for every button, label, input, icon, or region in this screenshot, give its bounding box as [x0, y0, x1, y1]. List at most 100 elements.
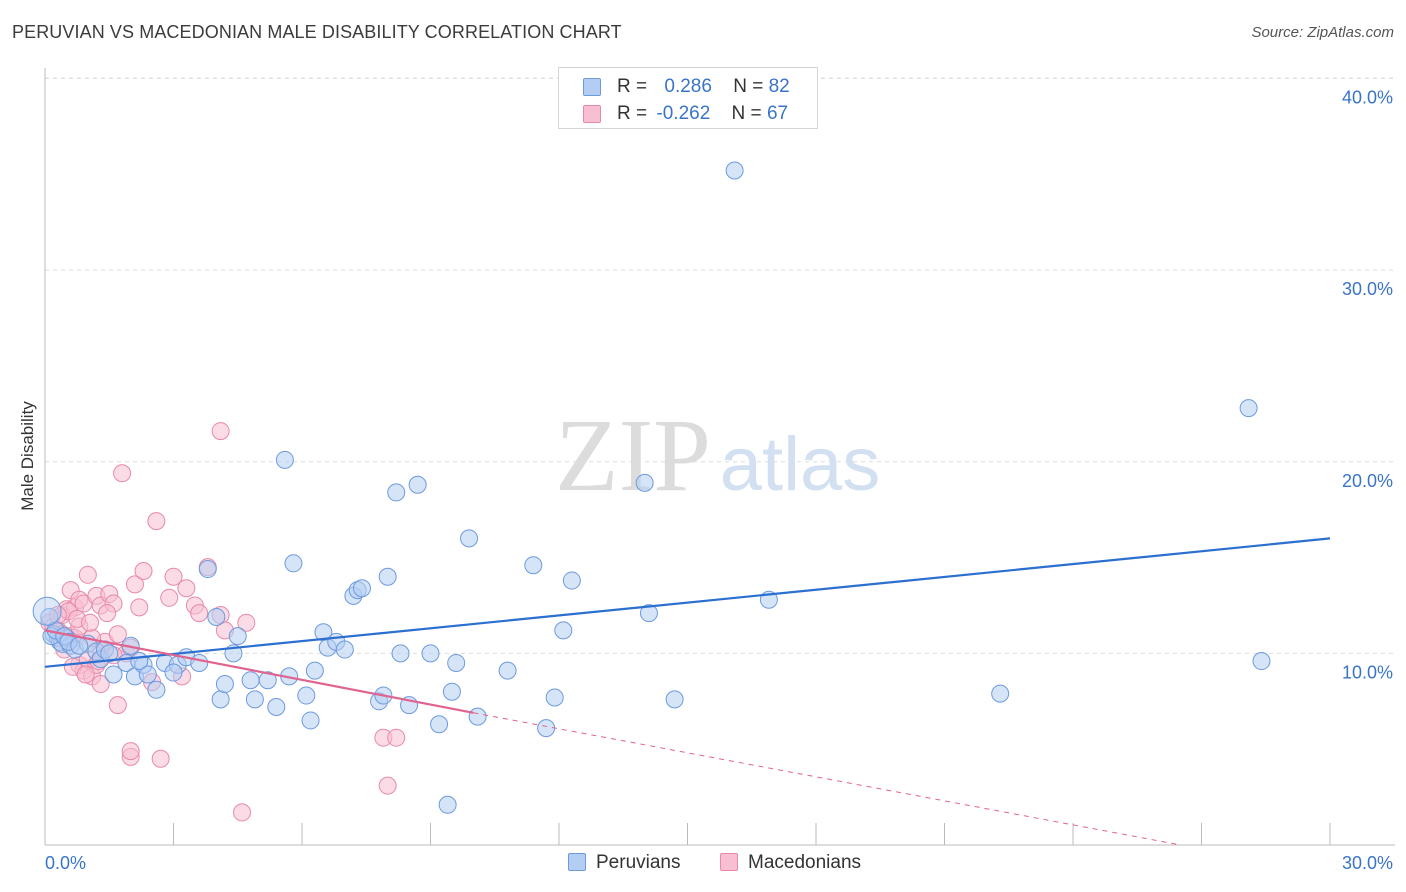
peruvians-point — [387, 483, 406, 502]
correlation-legend: R = 0.286 N = 82 R = -0.262 N = 67 — [558, 67, 818, 129]
peruvians-point — [378, 567, 397, 586]
x-tick-label-end: 30.0% — [1342, 853, 1393, 873]
legend-item-macedonians[interactable]: Macedonians — [720, 852, 861, 874]
legend-swatch-peruvians — [583, 78, 601, 96]
macedonians-point — [78, 565, 97, 584]
macedonians-point — [134, 561, 153, 580]
peruvians-point — [460, 529, 479, 548]
y-tick-label: 10.0% — [1342, 662, 1393, 682]
macedonians-point — [130, 598, 149, 617]
peruvians-point — [164, 663, 183, 682]
peruvians-point — [635, 473, 654, 492]
peruvians-point — [468, 707, 487, 726]
peruvians-point — [275, 450, 294, 469]
peruvians-point — [190, 653, 209, 672]
axes — [44, 68, 1395, 846]
peruvians-point — [498, 661, 517, 680]
y-tick-label: 20.0% — [1342, 471, 1393, 491]
legend-r-label: R = — [617, 103, 648, 124]
watermark-zip: ZIP — [555, 398, 711, 513]
macedonians-trend-extension — [473, 712, 1181, 846]
legend-swatch-macedonians — [583, 105, 601, 123]
macedonians-point — [177, 579, 196, 598]
legend-r-value-macedonians: -0.262 — [656, 103, 711, 124]
gridlines — [45, 77, 1395, 654]
peruvians-point — [352, 579, 371, 598]
peruvians-point — [32, 596, 62, 626]
macedonians-point — [108, 696, 127, 715]
macedonians-point — [160, 588, 179, 607]
peruvians-point — [554, 621, 573, 640]
source-credit: Source: ZipAtlas.com — [1251, 24, 1394, 41]
legend-item-peruvians[interactable]: Peruvians — [568, 852, 681, 874]
macedonians-point — [125, 575, 144, 594]
y-tick-label: 40.0% — [1342, 88, 1393, 108]
peruvians-point — [284, 554, 303, 573]
legend-n-value-macedonians: 67 — [766, 103, 789, 124]
macedonians-point — [164, 567, 183, 586]
peruvians-point — [442, 682, 461, 701]
peruvians-point — [297, 686, 316, 705]
legend-r-label: R = — [617, 76, 648, 97]
macedonians-point — [80, 613, 99, 632]
peruvians-point — [725, 161, 744, 180]
legend-label-peruvians: Peruvians — [596, 852, 681, 873]
peruvians-points — [32, 161, 1271, 814]
peruvians-point — [1239, 399, 1258, 418]
macedonians-point — [98, 604, 117, 623]
peruvians-point — [537, 719, 556, 738]
trend-lines — [44, 537, 1331, 846]
macedonians-point — [121, 742, 140, 761]
peruvians-point — [430, 715, 449, 734]
peruvians-point — [104, 665, 123, 684]
legend-n-label: N = — [731, 103, 762, 124]
macedonians-point — [233, 803, 252, 822]
peruvians-point — [211, 690, 230, 709]
macedonians-point — [108, 625, 127, 644]
peruvians-point — [639, 604, 658, 623]
peruvians-point — [545, 688, 564, 707]
peruvians-point — [438, 795, 457, 814]
peruvians-point — [301, 711, 320, 730]
peruvians-point — [245, 690, 264, 709]
chart-title: PERUVIAN VS MACEDONIAN MALE DISABILITY C… — [12, 22, 622, 42]
peruvians-point — [100, 644, 119, 663]
tick-labels: 10.0% 20.0% 30.0% 40.0% 0.0% 30.0% — [45, 88, 1393, 874]
macedonians-point — [378, 776, 397, 795]
macedonians-point — [76, 665, 95, 684]
peruvians-point — [991, 684, 1010, 703]
macedonians-trend-line — [44, 629, 474, 714]
peruvians-point — [391, 644, 410, 663]
macedonians-point — [147, 512, 166, 531]
y-tick-label: 30.0% — [1342, 279, 1393, 299]
legend-n-value-peruvians: 82 — [768, 76, 790, 97]
macedonians-point — [113, 464, 132, 483]
legend-n-label: N = — [733, 76, 764, 97]
peruvians-point — [524, 556, 543, 575]
peruvians-point — [241, 671, 260, 690]
peruvians-point — [447, 653, 466, 672]
macedonians-point — [237, 613, 256, 632]
peruvians-point — [665, 690, 684, 709]
watermark-atlas: atlas — [720, 422, 881, 507]
macedonians-point — [190, 604, 209, 623]
peruvians-point — [258, 671, 277, 690]
peruvians-point — [335, 640, 354, 659]
peruvians-point — [138, 665, 157, 684]
legend-label-macedonians: Macedonians — [748, 852, 862, 873]
peruvians-trend-line — [44, 537, 1331, 668]
x-tick-label-start: 0.0% — [45, 853, 86, 873]
peruvians-point — [70, 636, 89, 655]
peruvians-point — [408, 475, 427, 494]
macedonians-point — [211, 422, 230, 441]
peruvians-point — [215, 675, 234, 694]
legend-swatch-macedonians — [720, 853, 738, 871]
peruvians-point — [147, 680, 166, 699]
macedonians-point — [151, 749, 170, 768]
watermark: ZIP atlas — [555, 398, 880, 513]
peruvians-point — [267, 698, 286, 717]
legend-r-value-peruvians: 0.286 — [664, 76, 712, 97]
peruvians-point — [562, 571, 581, 590]
peruvians-point — [130, 652, 149, 671]
